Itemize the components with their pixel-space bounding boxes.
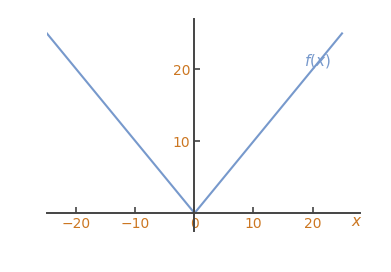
- Text: $f(x)$: $f(x)$: [304, 52, 330, 70]
- Text: $x$: $x$: [351, 214, 362, 229]
